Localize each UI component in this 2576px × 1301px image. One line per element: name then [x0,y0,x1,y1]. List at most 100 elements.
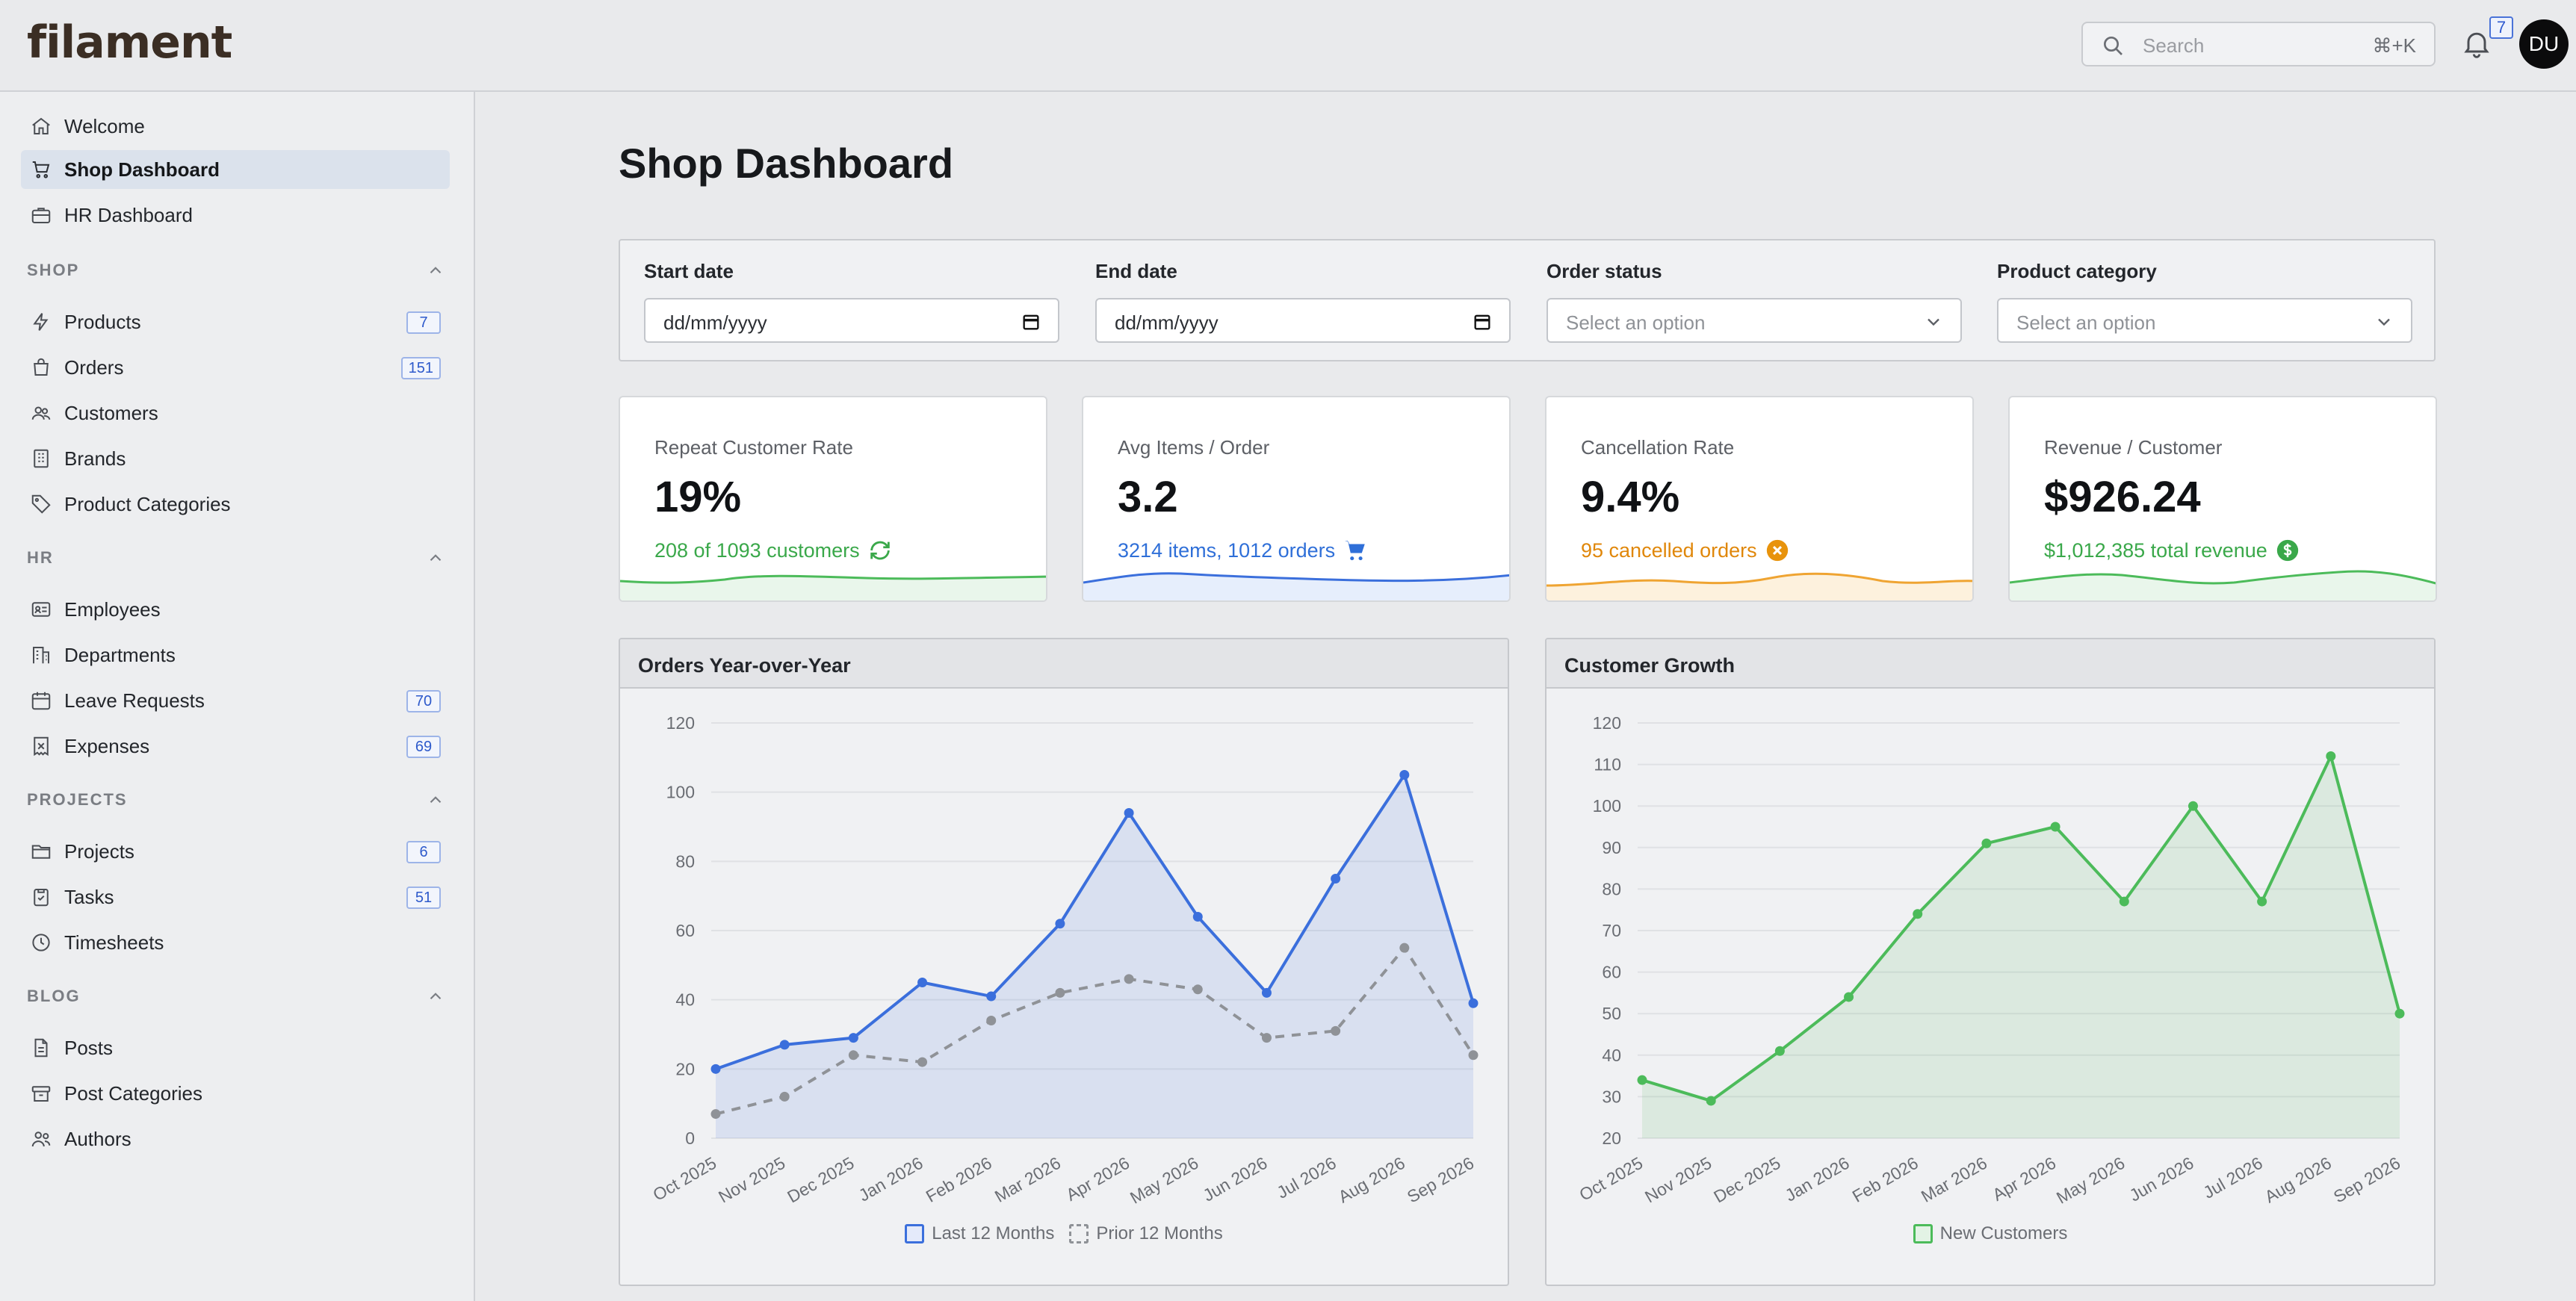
chevron-up-icon[interactable] [426,790,445,810]
data-point[interactable] [710,1064,721,1074]
sidebar-item-leave-requests[interactable]: Leave Requests 70 [21,681,450,720]
data-point[interactable] [1331,874,1341,884]
chevron-up-icon[interactable] [426,987,445,1006]
sidebar-item-orders[interactable]: Orders 151 [21,348,450,387]
sidebar-item-projects[interactable]: Projects 6 [21,832,450,871]
data-point[interactable] [848,1050,858,1061]
data-point[interactable] [1774,1046,1785,1056]
data-point[interactable] [779,1091,790,1102]
order-status-select[interactable]: Select an option [1546,298,1962,343]
data-point[interactable] [779,1040,790,1050]
data-point[interactable] [1261,1033,1272,1043]
sidebar-item-customers[interactable]: Customers [21,394,450,432]
legend-item-new-customers[interactable]: New Customers [1913,1223,2067,1244]
sidebar-item-employees[interactable]: Employees [21,590,450,629]
chevron-down-icon [2378,318,2390,326]
bell-icon[interactable] [2460,27,2493,60]
data-point[interactable] [1124,974,1134,984]
sidebar-item-authors[interactable]: Authors [21,1120,450,1158]
data-point[interactable] [1331,1025,1341,1036]
sidebar-item-label: Departments [64,643,176,666]
data-point[interactable] [1055,987,1065,998]
sidebar-item-brands[interactable]: Brands [21,439,450,478]
sidebar-item-products[interactable]: Products 7 [21,302,450,341]
x-tick-label: Jul 2026 [2199,1153,2265,1202]
data-point[interactable] [2394,1008,2405,1019]
sidebar-group-shop[interactable]: SHOP [27,255,445,285]
data-point[interactable] [917,978,928,987]
sidebar-item-post-categories[interactable]: Post Categories [21,1074,450,1113]
data-point[interactable] [2188,801,2198,811]
data-point[interactable] [917,1057,928,1067]
data-point[interactable] [1913,909,1923,919]
legend-swatch [905,1224,925,1243]
data-point[interactable] [2050,822,2061,832]
y-tick-label: 40 [675,990,695,1010]
sidebar-item-shop-dashboard[interactable]: Shop Dashboard [21,150,450,189]
end-date-input[interactable]: dd/mm/yyyy [1095,298,1511,343]
data-point[interactable] [986,991,997,1002]
data-point[interactable] [1844,992,1854,1002]
y-tick-label: 120 [1593,713,1621,733]
data-point[interactable] [1981,838,1992,848]
user-avatar[interactable]: DU [2519,19,2569,69]
filters-panel: Start date dd/mm/yyyy End date dd/mm/yyy… [619,239,2436,361]
data-point[interactable] [848,1033,858,1043]
chevron-up-icon[interactable] [426,548,445,568]
sidebar-item-hr-dashboard[interactable]: HR Dashboard [21,196,450,235]
count-badge: 7 [406,311,441,334]
global-search-input[interactable]: Search ⌘+K [2081,22,2436,66]
data-point[interactable] [2119,896,2129,907]
chevron-up-icon[interactable] [426,261,445,280]
data-point[interactable] [1055,919,1065,929]
stat-description-text: 95 cancelled orders [1581,538,1757,562]
calendar-icon[interactable] [1472,311,1493,332]
data-point[interactable] [1468,998,1479,1008]
y-tick-label: 90 [1602,838,1621,857]
sparkline [1546,572,1972,600]
filter-start-date: Start date dd/mm/yyyy [644,260,1059,343]
calendar-icon[interactable] [1021,311,1041,332]
sidebar-item-departments[interactable]: Departments [21,636,450,674]
legend-swatch [1069,1224,1089,1243]
sidebar-item-timesheets[interactable]: Timesheets [21,923,450,962]
sidebar-group-blog[interactable]: BLOG [27,981,445,1011]
chart-legend: Last 12 Months Prior 12 Months [620,1223,1508,1244]
sidebar-item-label: Expenses [64,734,150,757]
sidebar-item-welcome[interactable]: Welcome [21,107,450,146]
data-point[interactable] [1192,911,1203,922]
sidebar-item-posts[interactable]: Posts [21,1028,450,1067]
data-point[interactable] [1124,807,1134,818]
x-tick-label: Mar 2026 [991,1153,1064,1206]
data-point[interactable] [1261,987,1272,998]
stat-card-revenue-customer: Revenue / Customer $926.24 $1,012,385 to… [2008,396,2437,602]
folder-icon [31,845,51,859]
stat-description: 3214 items, 1012 orders [1118,538,1368,563]
data-point[interactable] [1468,1050,1479,1061]
sparkline [1083,572,1509,600]
data-point[interactable] [2326,751,2336,761]
series-line [1641,754,2401,1102]
data-point[interactable] [986,1015,997,1025]
legend-item-last-12-months[interactable]: Last 12 Months [905,1223,1054,1244]
sidebar-item-expenses[interactable]: Expenses 69 [21,727,450,766]
sidebar-item-product-categories[interactable]: Product Categories [21,485,450,524]
data-point[interactable] [1399,943,1410,953]
data-point[interactable] [1399,770,1410,780]
data-point[interactable] [2257,896,2267,907]
sidebar-group-projects[interactable]: PROJECTS [27,785,445,815]
start-date-input[interactable]: dd/mm/yyyy [644,298,1059,343]
data-point[interactable] [710,1109,721,1120]
data-point[interactable] [1706,1096,1716,1106]
data-point[interactable] [1192,984,1203,995]
sidebar-item-tasks[interactable]: Tasks 51 [21,878,450,916]
product-category-select[interactable]: Select an option [1997,298,2412,343]
data-point[interactable] [1637,1075,1647,1085]
brand-logo[interactable]: filament [27,16,232,69]
sidebar-item-label: Welcome [64,114,145,137]
y-tick-label: 20 [675,1059,695,1078]
select-placeholder: Select an option [2016,311,2156,334]
sidebar-group-hr[interactable]: HR [27,543,445,573]
legend-item-prior-12-months[interactable]: Prior 12 Months [1069,1223,1223,1244]
